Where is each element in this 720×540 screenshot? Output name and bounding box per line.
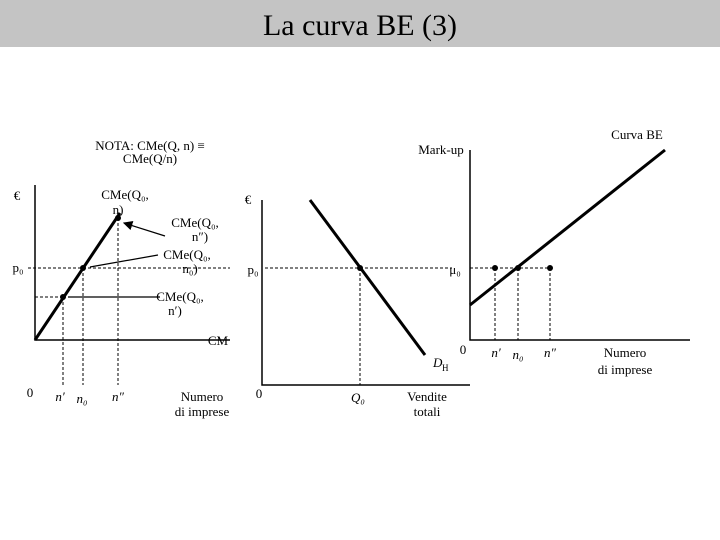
x-axis-label: totali	[414, 404, 441, 419]
x-axis-label: di imprese	[598, 362, 653, 377]
cost-label: n)	[113, 202, 124, 217]
x-tick-label: n′	[491, 345, 501, 360]
be-curve	[469, 148, 666, 307]
point	[60, 294, 66, 300]
y-axis-label: €	[245, 192, 252, 207]
point	[357, 265, 363, 271]
x-tick-label: n₀	[512, 347, 523, 362]
middle-panel: € p₀ 0 D H Q₀ Vendite totali	[245, 192, 470, 419]
origin: 0	[27, 385, 34, 400]
axes	[34, 185, 230, 341]
price-label: p₀	[247, 262, 258, 277]
point	[80, 265, 86, 271]
x-axis-label: di imprese	[175, 404, 230, 419]
price-label: p₀	[12, 260, 23, 275]
title-bar	[0, 0, 720, 47]
x-tick-label: n″	[544, 345, 557, 360]
x-axis-label: Vendite	[407, 389, 447, 404]
curve-label: Curva BE	[611, 127, 663, 142]
cost-label: CMe(Q₀,	[163, 247, 211, 262]
demand-sub: H	[442, 363, 449, 373]
arrows	[68, 223, 166, 298]
guides	[470, 267, 551, 340]
demand-label: D	[432, 355, 443, 370]
x-axis-label: Numero	[604, 345, 647, 360]
origin: 0	[460, 342, 467, 357]
origin: 0	[256, 386, 263, 401]
x-tick-label: n″	[112, 389, 125, 404]
axes	[261, 200, 470, 386]
cost-label: CMe(Q₀,	[156, 289, 204, 304]
left-panel: € p₀ CM CMe(Q₀, n) CMe(Q₀, n″) CMe(Q₀, n…	[12, 185, 230, 419]
note: NOTA: CMe(Q, n) ≡	[95, 138, 205, 153]
guides	[28, 218, 230, 385]
cost-label: CMe(Q₀,	[101, 187, 149, 202]
right-panel: Curva BE Mark-up μ₀ 0 n′ n₀ n″ Numero di…	[418, 127, 690, 377]
guides	[265, 267, 452, 385]
point	[492, 265, 498, 271]
x-tick-label: n′	[55, 389, 65, 404]
title: La curva BE (3)	[263, 9, 457, 42]
cost-label: CMe(Q₀,	[171, 215, 219, 230]
x-axis-label: Numero	[181, 389, 224, 404]
cost-label: n″)	[192, 229, 208, 244]
y-axis-label: Mark-up	[418, 142, 464, 157]
point	[515, 265, 521, 271]
markup-label: μ₀	[449, 262, 461, 277]
cost-label: n₀)	[182, 261, 197, 276]
demand-line	[308, 199, 427, 356]
axes	[469, 150, 690, 341]
note: CMe(Q/n)	[123, 151, 177, 166]
x-tick-label: n₀	[76, 391, 87, 406]
curve-label: CM	[208, 333, 229, 348]
cost-label: n′)	[168, 303, 182, 318]
point	[547, 265, 553, 271]
x-tick-label: Q₀	[351, 390, 365, 405]
y-axis-label: €	[14, 188, 21, 203]
cost-line	[33, 212, 122, 341]
